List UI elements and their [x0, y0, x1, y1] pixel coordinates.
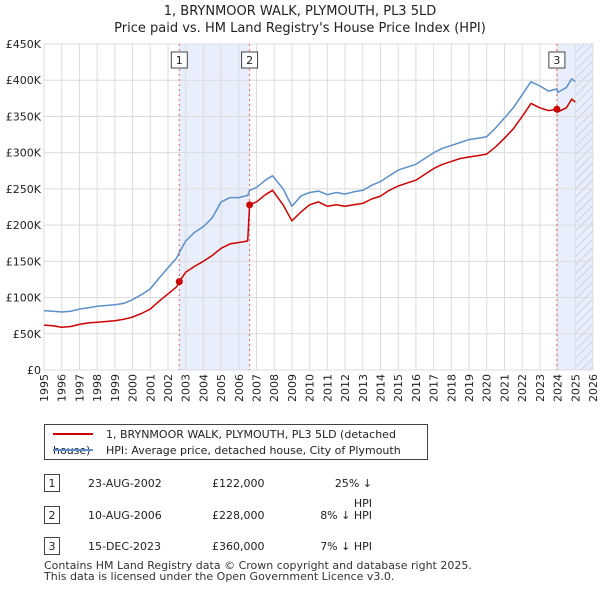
x-tick-label: 1997: [73, 374, 86, 402]
chart-title-line1: 1, BRYNMOOR WALK, PLYMOUTH, PL3 5LD: [163, 4, 437, 19]
x-tick-label: 2020: [481, 374, 494, 402]
x-tick-label: 2006: [233, 374, 246, 402]
sale-point: [553, 105, 561, 113]
transaction-date: 23-AUG-2002: [88, 477, 162, 490]
x-tick-label: 2009: [286, 374, 299, 402]
transaction-hpi-diff: 8% ↓ HPI: [320, 509, 372, 522]
attribution-line2: This data is licensed under the Open Gov…: [44, 570, 395, 583]
x-tick-label: 2007: [251, 374, 264, 402]
y-tick-label: £0: [27, 364, 41, 377]
transaction-row: 1 23-AUG-2002 £122,000 25% ↓ HPI: [44, 474, 564, 510]
legend-label-hpi: HPI: Average price, detached house, City…: [106, 444, 401, 457]
x-tick-label: 2017: [428, 374, 441, 402]
y-tick-label: £100K: [6, 292, 42, 305]
y-tick-label: £50K: [13, 328, 42, 341]
x-tick-label: 2001: [144, 374, 157, 402]
x-tick-label: 2018: [445, 374, 458, 402]
x-tick-label: 2022: [516, 374, 529, 402]
transaction-number: 1: [44, 474, 60, 492]
chart-legend: 1, BRYNMOOR WALK, PLYMOUTH, PL3 5LD (det…: [44, 424, 428, 460]
x-tick-label: 2013: [357, 374, 370, 402]
attribution-line1: Contains HM Land Registry data © Crown c…: [44, 559, 472, 572]
transaction-number: 3: [44, 537, 60, 555]
x-tick-label: 2011: [321, 374, 334, 402]
x-tick-label: 2004: [197, 374, 210, 402]
chart-title: 1, BRYNMOOR WALK, PLYMOUTH, PL3 5LD Pric…: [0, 3, 600, 37]
transaction-hpi-diff: 25% ↓ HPI: [334, 477, 372, 510]
transaction-hpi-diff: 7% ↓ HPI: [320, 540, 372, 553]
y-tick-label: £150K: [6, 255, 42, 268]
x-tick-label: 1996: [56, 374, 69, 402]
chart-title-line2: Price paid vs. HM Land Registry's House …: [114, 21, 486, 36]
y-tick-label: £200K: [6, 219, 42, 232]
sale-marker-label: 2: [246, 54, 253, 67]
transaction-date: 10-AUG-2006: [88, 509, 162, 522]
x-tick-label: 1998: [91, 374, 104, 402]
legend-item-property: 1, BRYNMOOR WALK, PLYMOUTH, PL3 5LD (det…: [53, 427, 427, 457]
y-tick-label: £350K: [6, 110, 42, 123]
legend-item-hpi: HPI: Average price, detached house, City…: [53, 443, 401, 459]
sale-marker-box: [170, 51, 188, 69]
x-tick-label: 2021: [498, 374, 511, 402]
x-tick-label: 2016: [410, 374, 423, 402]
x-tick-label: 2023: [534, 374, 547, 402]
x-tick-label: 2010: [304, 374, 317, 402]
legend-swatch-property: [53, 433, 93, 435]
price-chart: 1 2 3 £0 £50K £100K £150K £200K £250K £300K £350K…: [6, 38, 600, 402]
x-tick-label: 2002: [162, 374, 175, 402]
y-tick-label: £250K: [6, 183, 42, 196]
sale-marker-label: 1: [176, 54, 183, 67]
x-tick-label: 2000: [127, 374, 140, 402]
shaded-period: [179, 44, 250, 370]
x-tick-label: 2008: [268, 374, 281, 402]
y-tick-label: £400K: [6, 74, 42, 87]
transaction-row: 2 10-AUG-2006 £228,000 8% ↓ HPI: [44, 506, 564, 528]
hpi-line: [44, 78, 576, 313]
sale-marker-box: [548, 51, 566, 69]
x-tick-label: 2026: [587, 374, 600, 402]
property-price-line: [44, 98, 576, 329]
transaction-number: 2: [44, 506, 60, 524]
sale-marker-label: 3: [553, 54, 560, 67]
sale-point: [246, 201, 254, 209]
forecast-hatch: [575, 44, 593, 370]
transaction-price: £228,000: [212, 509, 265, 522]
attribution-footer: Contains HM Land Registry data © Crown c…: [44, 560, 472, 582]
sale-point: [175, 278, 183, 286]
transaction-date: 15-DEC-2023: [88, 540, 162, 553]
transaction-price: £360,000: [212, 540, 265, 553]
x-tick-label: 2012: [339, 374, 352, 402]
x-tick-label: 2019: [463, 374, 476, 402]
transaction-row: 3 15-DEC-2023 £360,000 7% ↓ HPI: [44, 537, 564, 559]
y-tick-label: £300K: [6, 147, 42, 160]
x-tick-label: 2003: [180, 374, 193, 402]
x-tick-label: 1995: [38, 374, 51, 402]
sale-marker-box: [241, 51, 259, 69]
x-tick-label: 2014: [374, 374, 387, 402]
legend-swatch-hpi: [53, 449, 93, 451]
x-tick-label: 2005: [215, 374, 228, 402]
transaction-price: £122,000: [212, 477, 265, 490]
y-tick-label: £450K: [6, 38, 42, 51]
x-tick-label: 2024: [552, 374, 565, 402]
x-tick-label: 2025: [569, 374, 582, 402]
x-tick-label: 2015: [392, 374, 405, 402]
x-tick-label: 1999: [109, 374, 122, 402]
